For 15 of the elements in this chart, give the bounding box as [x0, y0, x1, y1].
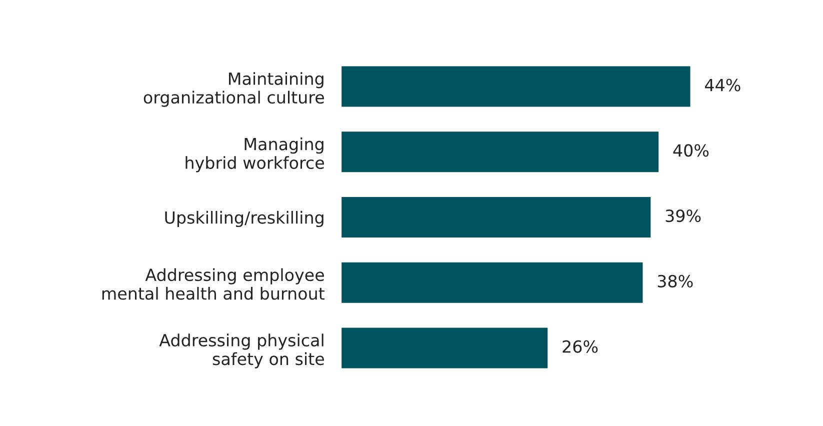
y-tick-label: Managing hybrid workforce [186, 137, 324, 172]
y-tick-label: Addressing employee mental health and burnout [102, 268, 324, 300]
data-label: 39% [666, 209, 701, 222]
bar [342, 132, 659, 172]
y-tick-label: Maintaining organizational culture [144, 72, 324, 107]
data-label: 40% [673, 144, 709, 157]
bar [342, 66, 690, 107]
bar [342, 328, 548, 368]
bar [342, 262, 643, 303]
data-label: 44% [704, 78, 740, 92]
y-tick-label: Addressing physical safety on site [159, 334, 324, 368]
y-tick-label: Upskilling/reskilling [165, 210, 324, 228]
bar [342, 196, 651, 238]
data-label: 26% [562, 340, 598, 353]
data-label: 38% [658, 274, 693, 288]
